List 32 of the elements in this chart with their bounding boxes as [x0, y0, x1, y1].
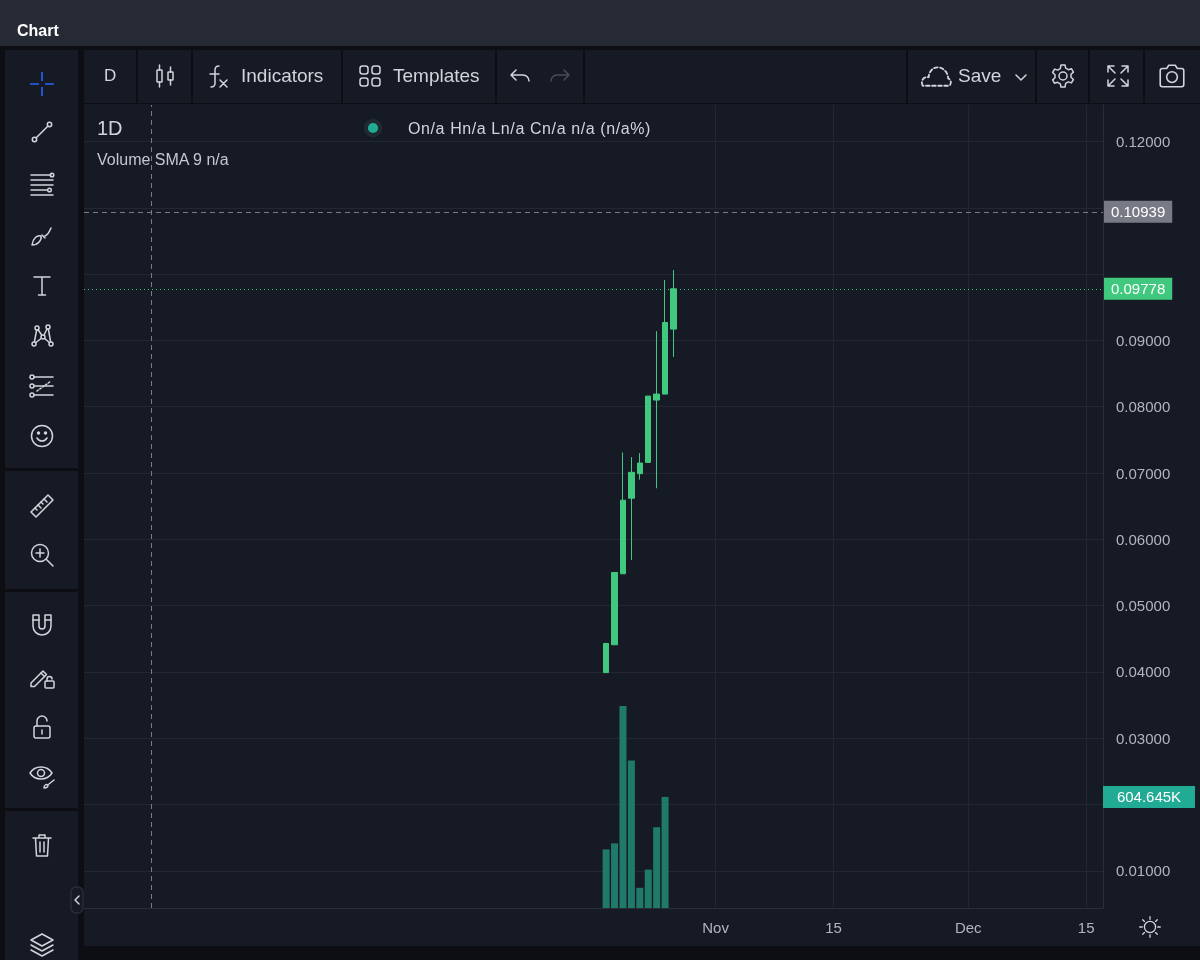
text: Templates — [393, 65, 480, 86]
candlestick — [653, 330, 660, 489]
y-tick-label: 0.01000 — [1116, 862, 1171, 880]
y-tick-label: 0.04000 — [1116, 663, 1171, 681]
bar — [661, 796, 669, 908]
y-tick-label: 0.07000 — [1116, 464, 1171, 482]
y-tick-label: 0.09000 — [1116, 331, 1171, 349]
x-tick-label: 15 — [1077, 919, 1095, 936]
candlestick — [645, 395, 651, 463]
y-tick-label: 0.03000 — [1116, 729, 1171, 747]
candlestick — [603, 642, 609, 674]
ref-line-label: 0.09778 — [1111, 280, 1166, 298]
y-tick-label: 0.06000 — [1116, 530, 1171, 548]
y-tick-label: 0.05000 — [1116, 597, 1171, 615]
candlestick — [628, 456, 635, 561]
text: D — [104, 66, 117, 85]
annotation: Volume SMA 9 n/a — [97, 151, 229, 168]
x-tick-label: 15 — [825, 919, 842, 936]
candlestick — [637, 452, 643, 481]
candlestick — [611, 571, 618, 646]
ref-line-label: 0.10939 — [1111, 203, 1166, 221]
text: Save — [958, 65, 1002, 86]
x-tick-label: Dec — [954, 919, 983, 936]
y-tick-label: 0.12000 — [1116, 132, 1171, 150]
annotation: On/a Hn/a Ln/a Cn/a n/a (n/a%) — [408, 120, 652, 137]
text: 604.645K — [1103, 785, 1195, 808]
text: 1D — [97, 117, 123, 139]
text: Chart — [17, 22, 59, 39]
x-tick-label: Nov — [702, 919, 730, 936]
y-tick-label: 0.08000 — [1116, 398, 1171, 416]
candlestick — [620, 451, 626, 575]
text: Indicators — [241, 65, 324, 86]
